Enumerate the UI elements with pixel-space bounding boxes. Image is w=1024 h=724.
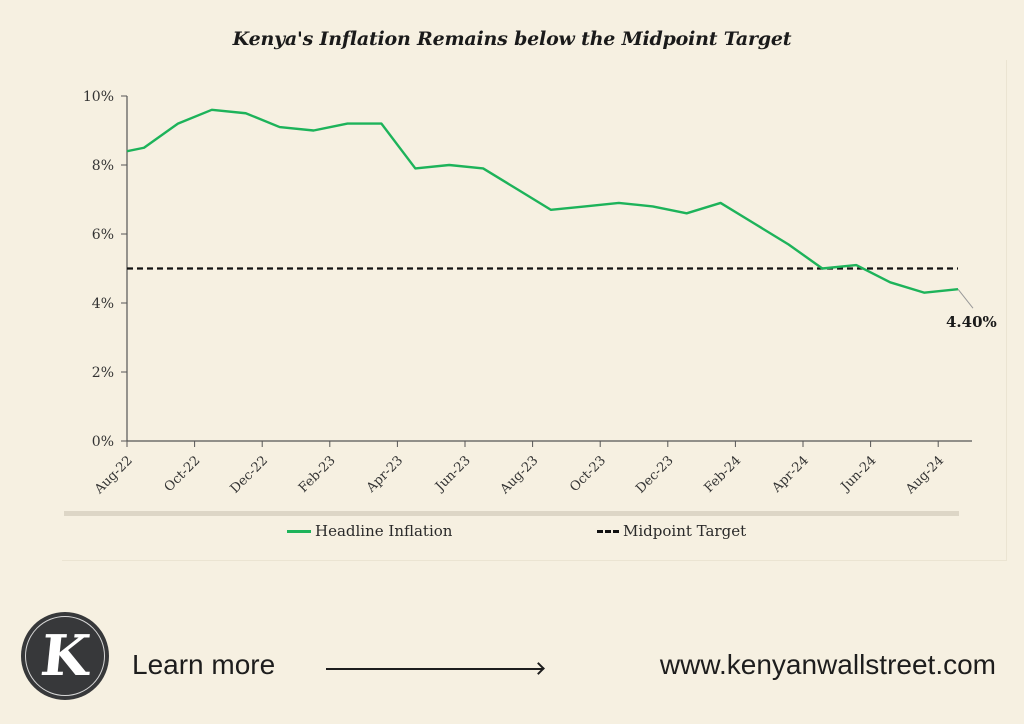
chart-title: Kenya's Inflation Remains below the Midp… [232, 28, 792, 50]
x-axis: Aug-22 Oct-22 Dec-22 Feb-23 Apr-23 Jun-23 Aug-… [91, 440, 972, 498]
logo-ring [25, 616, 105, 696]
legend-swatch-solid-line [287, 529, 311, 533]
y-tick-label: 0% [92, 434, 114, 450]
x-tick-label: Jun-24 [837, 453, 879, 495]
x-tick-label: Apr-24 [769, 453, 812, 496]
x-tick-label: Aug-24 [902, 453, 947, 498]
legend-label: Headline Inflation [315, 522, 453, 540]
x-tick-label: Oct-23 [567, 453, 609, 495]
headline-inflation-line [126, 108, 959, 294]
x-tick-label: Feb-23 [296, 453, 339, 496]
x-tick-label: Dec-22 [228, 453, 271, 496]
x-tick-label: Dec-23 [633, 453, 676, 496]
y-tick-label: 10% [83, 89, 114, 105]
y-tick-label: 8% [92, 158, 114, 174]
arrow-right-icon [326, 668, 542, 670]
series-layer [126, 108, 959, 294]
legend-divider [64, 511, 959, 516]
line-chart: 0% 2% 4% 6% 8% 10% Aug-22 Oct-22 Dec-22 Feb-23 Ap… [83, 89, 997, 498]
x-tick-label: Aug-23 [497, 453, 542, 498]
x-tick-label: Apr-23 [363, 453, 406, 496]
latest-value-annotation: 4.40% [946, 313, 997, 331]
y-tick-label: 2% [92, 365, 114, 381]
y-tick-label: 6% [92, 227, 114, 243]
logo-letter-icon: K [37, 623, 93, 689]
website-url-link[interactable]: www.kenyanwallstreet.com [659, 649, 996, 680]
x-tick-label: Oct-22 [162, 453, 204, 495]
legend-item-headline-inflation: Headline Inflation [287, 521, 452, 541]
annotation-layer: 4.40% [946, 288, 997, 331]
x-tick-label: Feb-24 [702, 453, 745, 496]
y-axis: 0% 2% 4% 6% 8% 10% [83, 89, 128, 450]
learn-more-link[interactable]: Learn more [132, 649, 276, 680]
kenyan-wallstreet-logo[interactable]: K [22, 613, 108, 699]
chart-panel [62, 60, 1007, 561]
legend-swatch-dashed-line [597, 529, 619, 533]
legend-label: Midpoint Target [623, 522, 747, 540]
x-tick-label: Aug-22 [91, 453, 136, 498]
x-tick-label: Jun-23 [431, 453, 473, 495]
y-tick-label: 4% [92, 296, 114, 312]
legend-item-midpoint-target: Midpoint Target [597, 521, 746, 541]
